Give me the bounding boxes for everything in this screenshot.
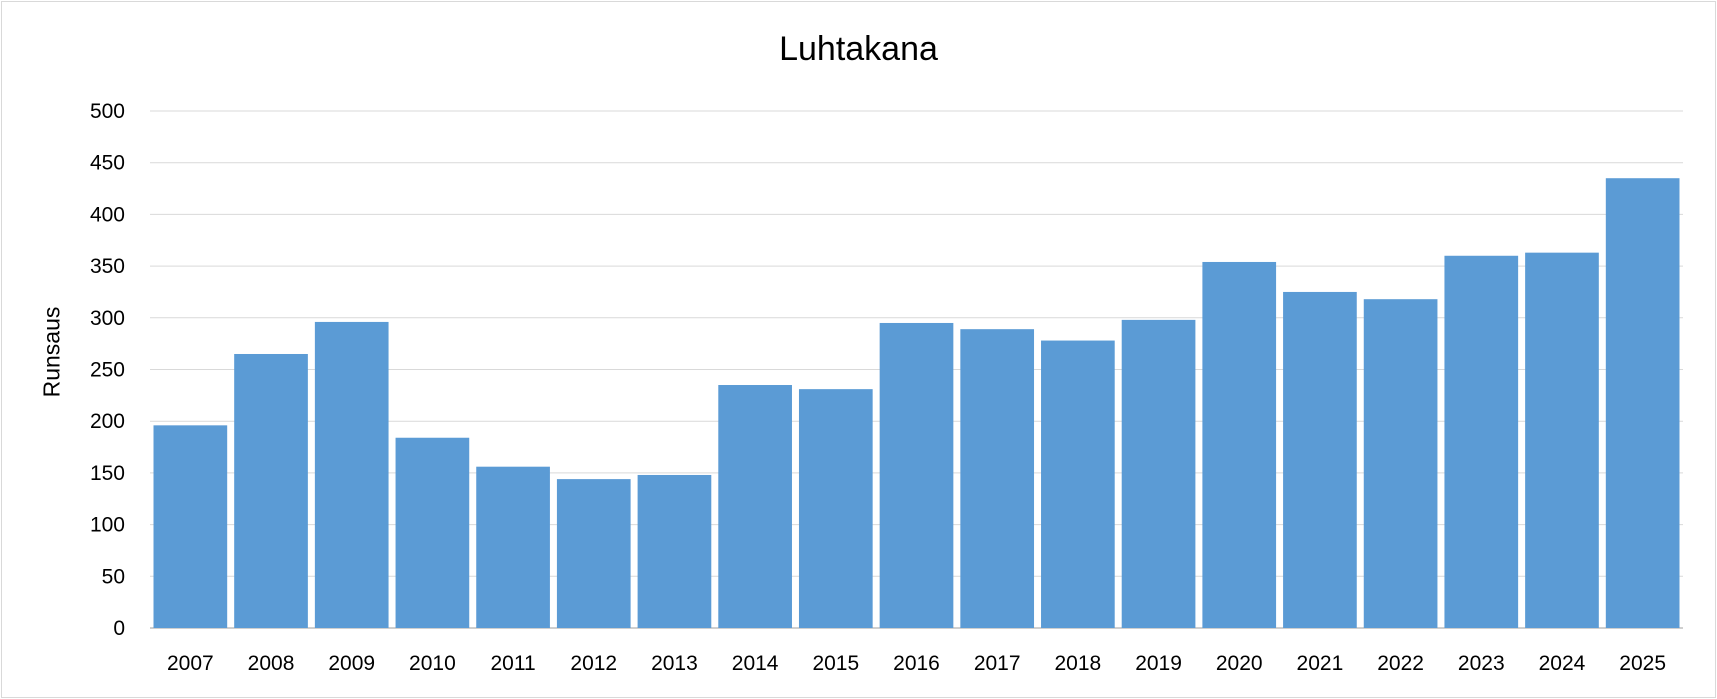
bar-2018 xyxy=(1041,340,1115,628)
y-tick-labels: 0 50 100 150 200 250 300 350 400 450 500 xyxy=(90,100,125,640)
x-tick-label: 2017 xyxy=(974,652,1021,675)
x-tick-label: 2014 xyxy=(732,652,779,675)
x-tick-label: 2023 xyxy=(1458,652,1505,675)
x-tick-label: 2008 xyxy=(248,652,295,675)
x-tick-label: 2007 xyxy=(167,652,214,675)
x-tick-label: 2011 xyxy=(490,652,535,675)
x-tick-label: 2020 xyxy=(1216,652,1263,675)
bar-2007 xyxy=(153,425,228,628)
y-tick-label: 100 xyxy=(90,514,125,537)
y-tick-label: 200 xyxy=(90,410,125,433)
x-tick-label: 2013 xyxy=(651,652,698,675)
x-tick-label: 2018 xyxy=(1055,652,1102,675)
y-tick-label: 300 xyxy=(90,307,125,330)
bar-2025 xyxy=(1605,178,1680,628)
bar-2012 xyxy=(556,479,631,628)
bar-2024 xyxy=(1525,252,1599,628)
x-tick-label: 2025 xyxy=(1619,652,1666,675)
chart-title: Luhtakana xyxy=(779,30,938,68)
x-tick-label: 2016 xyxy=(893,652,940,675)
x-tick-labels: 2007 2008 2009 2010 2011 2012 2013 2014 2015 2016… xyxy=(167,652,1666,675)
x-tick-label: 2009 xyxy=(328,652,375,675)
y-tick-label: 0 xyxy=(113,617,125,640)
bar-2014 xyxy=(718,385,792,628)
bar-2022 xyxy=(1363,299,1438,628)
y-tick-label: 350 xyxy=(90,255,125,278)
bar-2009 xyxy=(314,321,389,628)
y-tick-label: 250 xyxy=(90,359,125,382)
bars xyxy=(153,178,1680,628)
bar-2011 xyxy=(476,466,550,628)
x-tick-label: 2015 xyxy=(812,652,859,675)
x-tick-label: 2021 xyxy=(1297,652,1344,675)
y-tick-label: 450 xyxy=(90,152,125,175)
y-tick-label: 400 xyxy=(90,203,125,226)
bar-2015 xyxy=(798,389,873,628)
y-tick-label: 50 xyxy=(102,565,125,588)
bar-2019 xyxy=(1121,319,1196,628)
x-tick-label: 2012 xyxy=(570,652,617,675)
bar-2013 xyxy=(637,474,712,628)
bar-2016 xyxy=(879,322,954,628)
bar-2023 xyxy=(1444,255,1519,628)
x-tick-label: 2010 xyxy=(409,652,456,675)
bar-2021 xyxy=(1283,291,1357,628)
bar-2010 xyxy=(395,437,470,628)
y-tick-label: 500 xyxy=(90,100,125,123)
x-tick-label: 2022 xyxy=(1377,652,1424,675)
x-tick-label: 2024 xyxy=(1539,652,1586,675)
bar-2017 xyxy=(960,329,1035,628)
bar-2020 xyxy=(1202,261,1277,628)
y-tick-label: 150 xyxy=(90,462,125,485)
bar-2008 xyxy=(234,353,308,628)
x-tick-label: 2019 xyxy=(1135,652,1182,675)
